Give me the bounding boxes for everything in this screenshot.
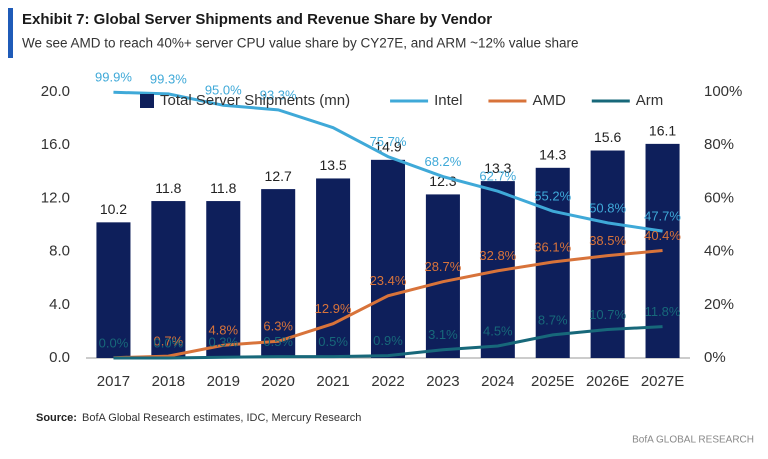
source-label: Source: [36,412,77,424]
bar-value-label: 16.1 [649,123,676,139]
line [113,90,663,233]
line-value-label: 93.3% [260,87,297,102]
line-value-label: 55.2% [534,189,571,204]
line-value-label: 62.7% [479,169,516,184]
line-value-label: 50.8% [589,200,626,215]
bar-value-label: 13.5 [319,157,346,173]
x-tick-label: 2025E [531,373,574,390]
line-value-label: 32.8% [479,248,516,263]
x-tick-label: 2023 [426,373,459,390]
y2-tick-label: 0% [704,349,726,366]
line-value-label: 4.8% [208,323,238,338]
bar [206,201,241,358]
line-value-label: 38.5% [589,233,626,248]
bar-value-label: 12.7 [265,168,292,184]
line-value-label: 47.7% [644,209,681,224]
x-tick-label: 2017 [97,373,130,390]
legend-label: Arm [636,92,664,109]
bar [96,222,131,358]
x-tick-label: 2019 [207,373,240,390]
bar [316,178,351,358]
x-tick-label: 2020 [261,373,294,390]
line-value-label: 4.5% [483,323,513,338]
x-tick-label: 2027E [641,373,684,390]
line-value-label: 0.5% [318,334,348,349]
legend-swatch [140,94,154,108]
x-tick-label: 2021 [316,373,349,390]
x-tick-label: 2024 [481,373,514,390]
source-text: BofA Global Research estimates, IDC, Mer… [82,412,361,424]
y2-tick-label: 60% [704,189,734,206]
line [113,249,663,360]
y-tick-label: 20.0 [41,83,70,100]
y2-tick-label: 100% [704,83,742,100]
x-tick-label: 2026E [586,373,629,390]
y2-tick-label: 40% [704,243,734,260]
bar-value-label: 11.8 [210,180,236,196]
bar-value-label: 13.3 [484,160,511,176]
line-value-label: 0.0% [99,335,129,350]
y-tick-label: 12.0 [41,189,70,206]
y-tick-label: 8.0 [49,243,70,260]
line-value-label: 36.1% [534,239,571,254]
line-value-label: 11.8% [645,304,681,319]
line-value-label: 0.3% [208,335,238,350]
line-value-label: 0.7% [154,334,184,349]
line-value-label: 10.7% [589,307,626,322]
line-value-label: 6.3% [263,319,293,334]
line-value-label: 23.4% [370,273,407,288]
line-value-label: 75.7% [370,134,407,149]
legend-label: Total Server Shipments (mn) [160,92,350,109]
line-value-label: 3.1% [428,327,458,342]
bar [261,189,296,358]
accent-bar [8,8,13,58]
y-tick-label: 0.0 [49,349,70,366]
line-value-label: 0.9% [373,333,403,348]
y-tick-label: 4.0 [49,296,70,313]
y2-tick-label: 20% [704,296,734,313]
bar-value-label: 14.9 [374,139,401,155]
line-value-label: 40.4% [644,228,681,243]
bar-value-label: 11.8 [155,180,181,196]
bar-value-label: 10.2 [100,201,127,217]
line-value-label: 95.0% [205,83,242,98]
bar [370,159,406,358]
line-value-label: 0.0% [154,335,184,350]
line-value-label: 99.3% [150,71,187,86]
line-value-label: 28.7% [424,259,461,274]
chart-subtitle: We see AMD to reach 40%+ server CPU valu… [22,36,579,51]
y-tick-label: 16.0 [41,136,70,153]
brand: BofA GLOBAL RESEARCH [632,435,754,446]
line-value-label: 8.7% [538,312,568,327]
x-tick-label: 2022 [371,373,404,390]
line [113,325,663,360]
line-value-label: 0.5% [263,334,293,349]
line-value-label: 12.9% [315,301,352,316]
y2-tick-label: 80% [704,136,734,153]
bar-value-label: 15.6 [594,129,621,145]
legend-label: Intel [434,92,462,109]
bar [151,201,186,358]
x-tick-label: 2018 [152,373,185,390]
legend-label: AMD [532,92,566,109]
line-value-label: 99.9% [95,70,132,85]
chart-title: Exhibit 7: Global Server Shipments and R… [22,11,492,28]
bar [425,194,460,358]
bar-value-label: 14.3 [539,147,566,163]
line-value-label: 68.2% [424,154,461,169]
